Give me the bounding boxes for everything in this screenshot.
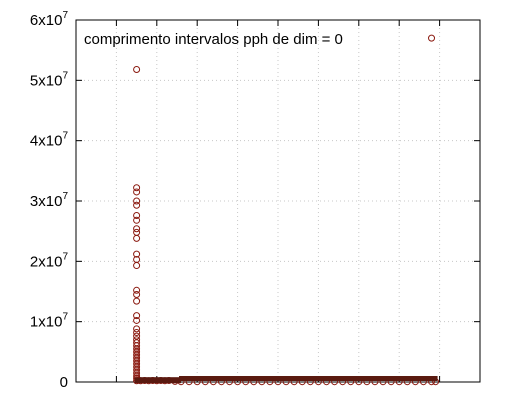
y-tick-label: 6x107: [30, 10, 69, 29]
data-point-cluster: [179, 376, 438, 381]
axes: 0 1x107 2x107 3x107 4x107 5x107 6x107: [30, 10, 480, 391]
chart-title: comprimento intervalos pph de dim = 0: [84, 31, 343, 48]
y-tick-label: 1x107: [30, 312, 69, 331]
y-tick-label: 0: [60, 374, 68, 391]
data-point: [133, 250, 141, 258]
data-point: [133, 225, 141, 233]
data-point: [133, 228, 141, 236]
data-points: [133, 34, 440, 386]
data-point: [133, 184, 141, 192]
y-tick-label: 4x107: [30, 131, 69, 150]
data-point: [133, 234, 141, 242]
data-point: [133, 201, 141, 209]
y-tick-label: 2x107: [30, 251, 69, 270]
data-point: [133, 286, 141, 294]
data-point: [133, 216, 141, 224]
grid: [76, 20, 480, 382]
data-point: [133, 332, 141, 340]
data-point-cluster: [134, 377, 182, 384]
data-point: [133, 262, 141, 270]
data-point-cluster: [134, 345, 140, 378]
data-point: [133, 316, 141, 324]
data-point: [133, 325, 141, 333]
data-point: [133, 297, 141, 305]
data-point: [428, 34, 436, 42]
data-point: [133, 329, 141, 337]
data-point: [133, 188, 141, 196]
data-point: [133, 211, 141, 219]
data-point: [133, 197, 141, 205]
data-point: [133, 291, 141, 299]
data-point: [133, 65, 141, 73]
y-tick-label: 5x107: [30, 70, 69, 89]
data-point: [133, 312, 141, 320]
y-tick-label: 3x107: [30, 191, 69, 210]
